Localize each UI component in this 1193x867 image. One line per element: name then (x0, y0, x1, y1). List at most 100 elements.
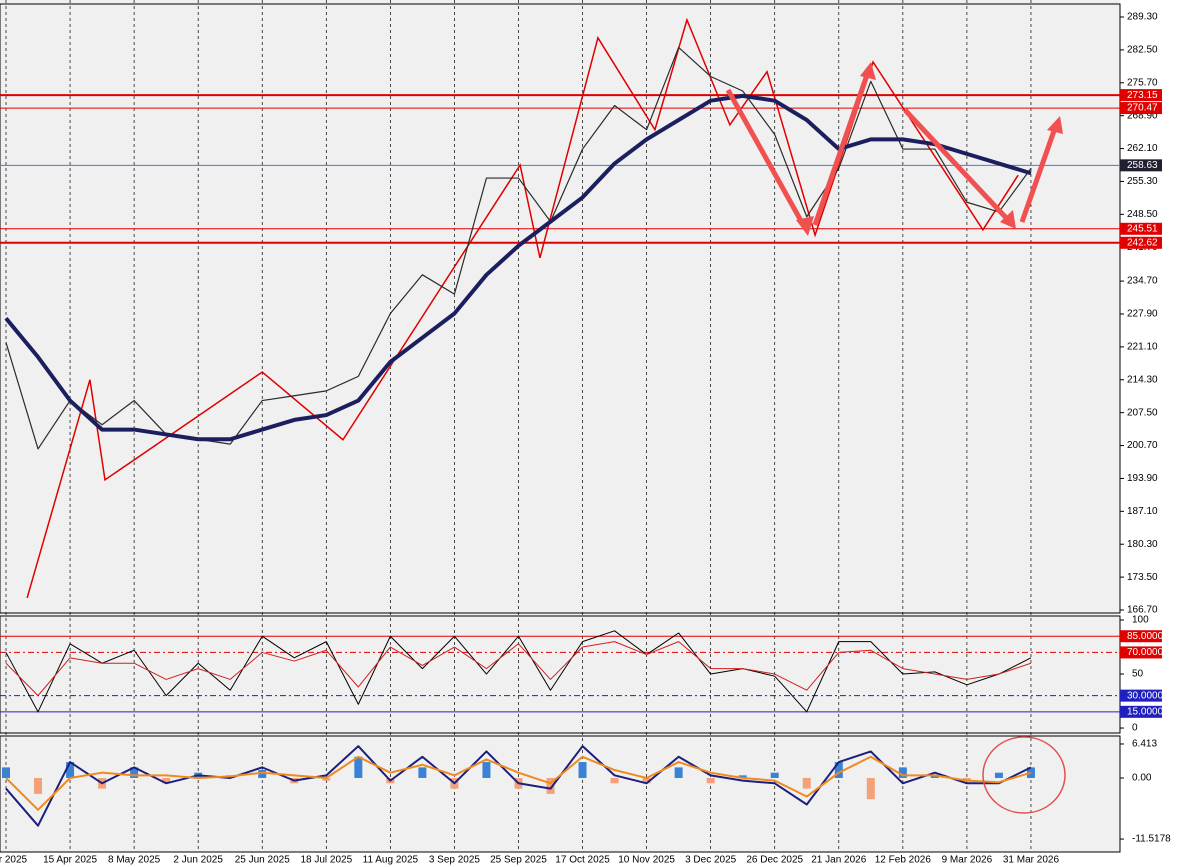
histogram-bar (578, 762, 587, 778)
y-tick-label: 173.50 (1127, 572, 1158, 583)
annotations (725, 62, 1066, 814)
level-label: 273.15 (1127, 90, 1158, 101)
x-tick-label: 8 May 2025 (108, 855, 161, 866)
level-label-box (1120, 646, 1162, 659)
y-tick-label: 50 (1132, 669, 1144, 680)
y-tick-label: -11.5178 (1132, 834, 1171, 845)
y-tick-label: 193.90 (1127, 473, 1158, 484)
arrow (903, 108, 1012, 224)
histogram-bar (642, 777, 651, 784)
histogram-bar (674, 767, 683, 778)
y-tick-label: 200.70 (1127, 440, 1158, 451)
y-tick-label: 282.50 (1127, 45, 1158, 56)
histogram-bar (482, 762, 491, 778)
y-tick-label: 180.30 (1127, 539, 1158, 550)
level-label-box (1120, 102, 1162, 115)
y-tick-label: 0.00 (1132, 773, 1152, 784)
y-tick-label: 255.30 (1127, 176, 1158, 187)
y-tick-label: 227.90 (1127, 309, 1158, 320)
level-label-box (1120, 630, 1162, 643)
histogram-bar (66, 762, 75, 778)
level-label-box (1120, 89, 1162, 102)
series-line (5, 755, 1032, 811)
y-tick-label: 234.70 (1127, 276, 1158, 287)
x-tick-label: 15 Apr 2025 (43, 855, 97, 866)
y-tick-label: 221.10 (1127, 342, 1158, 353)
x-tick-label: 26 Dec 2025 (746, 855, 803, 866)
series-line (5, 641, 1032, 697)
level-label: 15.0000 (1127, 706, 1164, 717)
x-tick-label: 3 Dec 2025 (685, 855, 737, 866)
histogram-bar (354, 756, 363, 778)
histogram-bar (610, 777, 619, 784)
arrow (1019, 127, 1058, 223)
x-tick-label: 21 Jan 2026 (811, 855, 866, 866)
x-tick-label: 31 Mar 2026 (1003, 855, 1060, 866)
x-tick-label: 18 Jul 2025 (300, 855, 352, 866)
histogram-bar (962, 777, 971, 781)
histogram-bar (866, 777, 875, 800)
level-label-box (1120, 159, 1162, 172)
level-label: 30.0000 (1127, 690, 1164, 701)
x-tick-label: 17 Oct 2025 (555, 855, 610, 866)
histogram-bar (162, 777, 171, 784)
level-label-box (1120, 689, 1162, 702)
histogram-bar (258, 770, 267, 778)
series-line (4, 93, 1032, 442)
pane-border (0, 3, 1121, 614)
y-tick-label: 100 (1132, 615, 1149, 626)
histogram-bar (418, 767, 427, 778)
x-tick-label: 2 Jun 2025 (173, 855, 223, 866)
x-tick-label: 3 Sep 2025 (429, 855, 481, 866)
x-tick-label: 25 Jun 2025 (235, 855, 290, 866)
y-tick-label: 268.90 (1127, 110, 1158, 121)
histogram-bar (802, 777, 811, 789)
histogram-bar (2, 767, 10, 778)
level-label: 258.63 (1127, 160, 1158, 171)
arrow (725, 88, 808, 230)
y-tick-label: 248.50 (1127, 209, 1158, 220)
y-tick-label: 207.50 (1127, 407, 1158, 418)
x-tick-label: 11 Aug 2025 (363, 855, 419, 866)
level-label: 270.47 (1127, 103, 1158, 114)
x-tick-label: 25 Sep 2025 (490, 855, 547, 866)
histogram-bar (994, 772, 1003, 778)
x-tick-label: 9 Mar 2026 (942, 855, 993, 866)
y-tick-label: 214.30 (1127, 374, 1158, 385)
histogram-bar (770, 772, 779, 778)
y-tick-label: 6.413 (1132, 739, 1157, 750)
arrow-head (1000, 210, 1016, 229)
arrow-head (1047, 116, 1063, 134)
arrow (812, 71, 871, 226)
level-label-box (1120, 222, 1162, 235)
highlight-circle (982, 736, 1066, 814)
x-tick-label: 10 Nov 2025 (618, 855, 675, 866)
arrow-head (860, 62, 876, 80)
histogram-bar (706, 777, 715, 784)
level-label: 85.0000 (1127, 631, 1164, 642)
histogram-bar (834, 762, 843, 778)
histogram-bar (898, 767, 907, 778)
level-label-box (1120, 705, 1162, 718)
series-line (5, 630, 1032, 713)
plot-background (0, 0, 1120, 852)
y-tick-label: 262.10 (1127, 143, 1158, 154)
histogram-bar (546, 777, 555, 794)
level-label: 245.51 (1127, 223, 1158, 234)
arrow-head (796, 216, 814, 236)
pane-border (0, 735, 1121, 853)
histogram-bar (322, 777, 331, 781)
y-tick-label: 0 (1132, 723, 1138, 734)
level-label: 242.62 (1127, 237, 1158, 248)
y-tick-label: 289.30 (1127, 12, 1158, 23)
histogram-bar (34, 777, 43, 794)
histogram-bar (738, 775, 747, 778)
y-tick-label: 187.10 (1127, 506, 1158, 517)
x-tick-label: 12 Feb 2026 (875, 855, 932, 866)
histogram-bar (930, 775, 939, 778)
level-label-box (1120, 236, 1162, 249)
series-line (5, 745, 1032, 827)
level-label: 70.0000 (1127, 647, 1164, 658)
